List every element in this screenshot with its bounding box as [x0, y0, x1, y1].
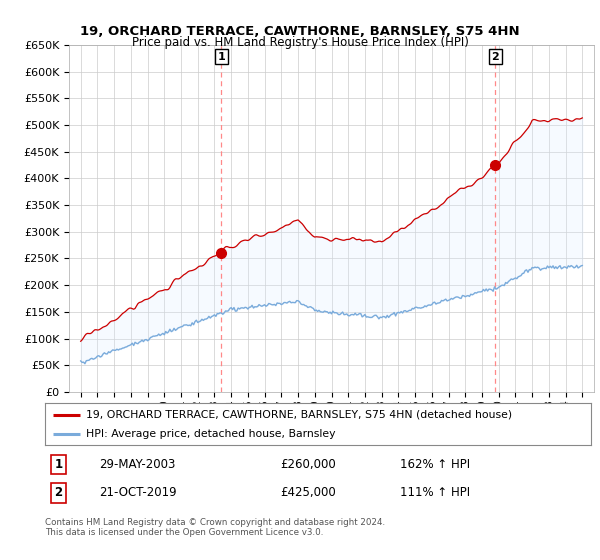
Text: Price paid vs. HM Land Registry's House Price Index (HPI): Price paid vs. HM Land Registry's House …: [131, 36, 469, 49]
Text: 19, ORCHARD TERRACE, CAWTHORNE, BARNSLEY, S75 4HN (detached house): 19, ORCHARD TERRACE, CAWTHORNE, BARNSLEY…: [86, 409, 512, 419]
Text: 111% ↑ HPI: 111% ↑ HPI: [400, 487, 470, 500]
Text: 21-OCT-2019: 21-OCT-2019: [100, 487, 177, 500]
Text: £425,000: £425,000: [280, 487, 335, 500]
Text: 29-MAY-2003: 29-MAY-2003: [100, 458, 176, 471]
Text: 19, ORCHARD TERRACE, CAWTHORNE, BARNSLEY, S75 4HN: 19, ORCHARD TERRACE, CAWTHORNE, BARNSLEY…: [80, 25, 520, 38]
Text: £260,000: £260,000: [280, 458, 335, 471]
Text: 2: 2: [55, 487, 63, 500]
Text: HPI: Average price, detached house, Barnsley: HPI: Average price, detached house, Barn…: [86, 429, 335, 439]
Text: 1: 1: [55, 458, 63, 471]
Text: 2: 2: [491, 52, 499, 62]
Text: Contains HM Land Registry data © Crown copyright and database right 2024.: Contains HM Land Registry data © Crown c…: [45, 519, 385, 528]
Text: This data is licensed under the Open Government Licence v3.0.: This data is licensed under the Open Gov…: [45, 528, 323, 537]
Text: 162% ↑ HPI: 162% ↑ HPI: [400, 458, 470, 471]
Text: 1: 1: [218, 52, 226, 62]
